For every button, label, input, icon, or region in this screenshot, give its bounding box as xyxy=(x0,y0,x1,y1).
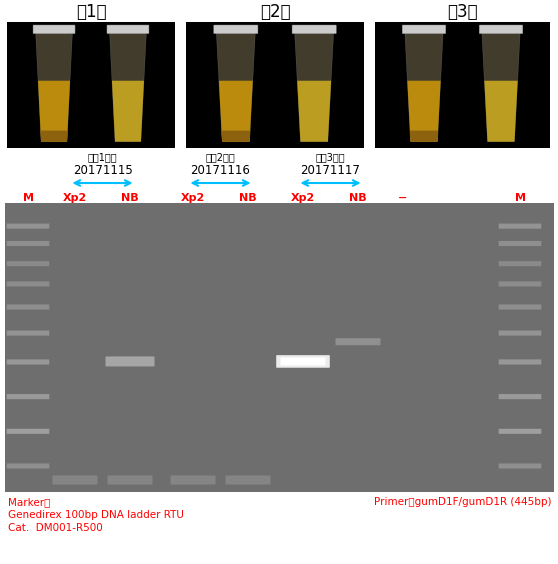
Text: （的2天）: （的2天） xyxy=(206,152,235,162)
FancyBboxPatch shape xyxy=(499,305,541,310)
Text: M: M xyxy=(514,193,526,203)
Polygon shape xyxy=(407,81,441,142)
FancyBboxPatch shape xyxy=(499,394,541,399)
FancyBboxPatch shape xyxy=(499,331,541,336)
FancyBboxPatch shape xyxy=(402,25,446,34)
FancyBboxPatch shape xyxy=(7,281,49,287)
FancyBboxPatch shape xyxy=(281,358,325,365)
FancyBboxPatch shape xyxy=(499,359,541,364)
FancyBboxPatch shape xyxy=(107,25,149,34)
Polygon shape xyxy=(297,81,331,142)
FancyBboxPatch shape xyxy=(105,356,155,367)
FancyBboxPatch shape xyxy=(225,475,271,484)
FancyBboxPatch shape xyxy=(499,261,541,266)
FancyBboxPatch shape xyxy=(7,305,49,310)
FancyBboxPatch shape xyxy=(499,429,541,434)
Text: 20171115: 20171115 xyxy=(73,164,132,177)
FancyBboxPatch shape xyxy=(7,464,49,469)
Bar xyxy=(7,22,175,148)
Polygon shape xyxy=(405,31,443,142)
FancyBboxPatch shape xyxy=(499,464,541,469)
Text: 的3天: 的3天 xyxy=(447,3,477,21)
FancyBboxPatch shape xyxy=(499,281,541,287)
FancyBboxPatch shape xyxy=(7,261,49,266)
FancyBboxPatch shape xyxy=(335,338,381,345)
FancyBboxPatch shape xyxy=(292,25,336,34)
FancyBboxPatch shape xyxy=(108,475,152,484)
Text: （的1天）: （的1天） xyxy=(88,152,117,162)
FancyBboxPatch shape xyxy=(7,394,49,399)
Text: Xp2: Xp2 xyxy=(181,193,205,203)
FancyBboxPatch shape xyxy=(7,331,49,336)
FancyBboxPatch shape xyxy=(33,25,75,34)
Polygon shape xyxy=(112,81,144,142)
Text: NB: NB xyxy=(121,193,139,203)
Polygon shape xyxy=(482,31,520,142)
Polygon shape xyxy=(36,31,73,142)
Text: 的1天: 的1天 xyxy=(76,3,107,21)
Text: NB: NB xyxy=(349,193,367,203)
Text: Marker：: Marker： xyxy=(8,497,50,507)
Text: Xp2: Xp2 xyxy=(291,193,315,203)
Polygon shape xyxy=(484,81,518,142)
Text: 的2天: 的2天 xyxy=(259,3,290,21)
FancyBboxPatch shape xyxy=(499,223,541,228)
Polygon shape xyxy=(219,81,253,142)
FancyBboxPatch shape xyxy=(52,475,98,484)
FancyBboxPatch shape xyxy=(171,475,215,484)
FancyBboxPatch shape xyxy=(7,359,49,364)
Text: （的3天）: （的3天） xyxy=(316,152,345,162)
FancyBboxPatch shape xyxy=(214,25,258,34)
Text: M: M xyxy=(22,193,33,203)
Polygon shape xyxy=(38,81,70,142)
Polygon shape xyxy=(222,131,251,142)
Text: −: − xyxy=(398,193,408,203)
Polygon shape xyxy=(295,31,334,142)
Text: 20171116: 20171116 xyxy=(191,164,251,177)
Bar xyxy=(375,22,550,148)
Text: NB: NB xyxy=(239,193,257,203)
FancyBboxPatch shape xyxy=(7,223,49,228)
Polygon shape xyxy=(410,131,439,142)
Bar xyxy=(5,203,554,492)
FancyBboxPatch shape xyxy=(276,355,330,368)
Text: Cat.  DM001-R500: Cat. DM001-R500 xyxy=(8,523,103,533)
Polygon shape xyxy=(109,31,146,142)
Text: Genedirex 100bp DNA ladder RTU: Genedirex 100bp DNA ladder RTU xyxy=(8,510,184,520)
FancyBboxPatch shape xyxy=(7,429,49,434)
Polygon shape xyxy=(217,31,256,142)
Polygon shape xyxy=(40,131,68,142)
Text: Primer：gumD1F/gumD1R (445bp): Primer：gumD1F/gumD1R (445bp) xyxy=(373,497,551,507)
Bar xyxy=(186,22,364,148)
FancyBboxPatch shape xyxy=(499,241,541,246)
Text: 20171117: 20171117 xyxy=(301,164,360,177)
Text: Xp2: Xp2 xyxy=(63,193,87,203)
FancyBboxPatch shape xyxy=(479,25,523,34)
FancyBboxPatch shape xyxy=(7,241,49,246)
